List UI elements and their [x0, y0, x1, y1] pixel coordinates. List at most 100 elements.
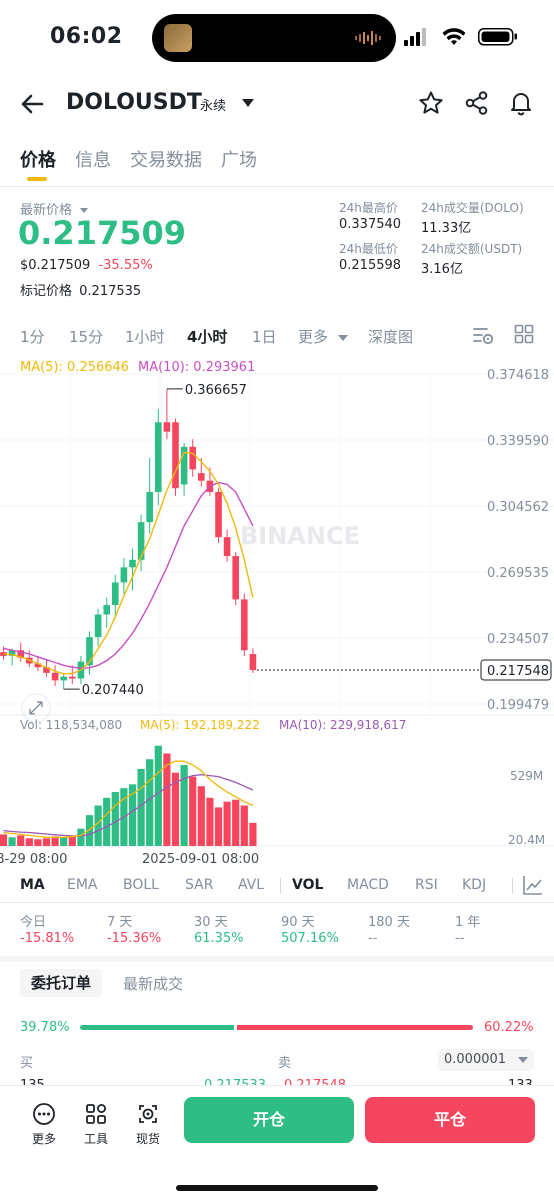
tab-active-indicator: [27, 177, 47, 181]
grid-layout-icon[interactable]: [514, 324, 534, 344]
tf-more[interactable]: 更多: [298, 326, 349, 347]
ind-ema[interactable]: EMA: [67, 877, 98, 893]
indicator-separator: [512, 878, 513, 894]
chart-settings-icon[interactable]: [472, 324, 494, 346]
divider: [0, 902, 554, 903]
back-arrow-icon[interactable]: [18, 90, 46, 118]
volume-bar: [0, 834, 8, 846]
price-tick: 0.304562: [487, 500, 549, 515]
status-time: 06:02: [50, 24, 123, 49]
usd-price-row: $0.217509 -35.55%: [20, 258, 153, 273]
indicator-separator: [280, 878, 281, 894]
candle-body: [180, 446, 188, 485]
more-button[interactable]: 更多: [24, 1102, 64, 1147]
star-icon[interactable]: [418, 90, 444, 116]
perf-90d-label: 90 天: [281, 915, 315, 930]
last-price-label[interactable]: 最新价格: [20, 199, 89, 218]
volume-bar: [180, 765, 188, 846]
spot-button[interactable]: 现货: [128, 1102, 168, 1147]
volume-ma10-line: [3, 774, 254, 837]
candle-body: [137, 522, 145, 560]
ind-ma[interactable]: MA: [20, 877, 45, 893]
candle-body: [69, 676, 76, 679]
tf-1m[interactable]: 1分: [20, 328, 45, 346]
volume-bar: [197, 786, 205, 846]
ma10-legend: MA(10): 0.293961: [138, 360, 255, 375]
volume-bar: [163, 753, 171, 846]
ind-sar[interactable]: SAR: [185, 877, 214, 893]
precision-select[interactable]: 0.000001: [438, 1049, 534, 1071]
ind-vol[interactable]: VOL: [292, 877, 324, 893]
buy-ratio-percent: 39.78%: [20, 1020, 70, 1035]
contract-type-label: 永续: [200, 99, 227, 114]
ind-rsi[interactable]: RSI: [415, 877, 438, 893]
volume-bar: [94, 805, 102, 846]
ind-kdj[interactable]: KDJ: [462, 877, 487, 893]
perf-7d-label: 7 天: [107, 915, 133, 930]
status-icons: [404, 28, 517, 46]
tab-trading-data[interactable]: 交易数据: [130, 150, 202, 171]
tab-info[interactable]: 信息: [75, 150, 111, 171]
candle-body: [215, 491, 222, 538]
vol-dolo: 11.33亿: [421, 221, 472, 236]
indicator-chart-icon[interactable]: [522, 874, 544, 896]
media-thumbnail: [164, 24, 192, 52]
volume-bar: [68, 835, 76, 846]
candlestick-chart[interactable]: BINANCE MA(5): 0.256646 MA(10): 0.293961…: [0, 352, 554, 872]
home-indicator: [176, 1185, 378, 1191]
candle-body: [155, 422, 162, 492]
tf-15m[interactable]: 15分: [69, 328, 104, 346]
volume-bar: [223, 801, 231, 846]
tab-price[interactable]: 价格: [20, 150, 56, 171]
ind-avl[interactable]: AVL: [238, 877, 265, 893]
tf-depth[interactable]: 深度图: [368, 328, 414, 346]
vol-ma5-legend: MA(5): 192,189,222: [140, 718, 260, 732]
price-tick: 0.234507: [487, 632, 549, 647]
volume-bar: [60, 837, 68, 846]
tools-button[interactable]: 工具: [76, 1102, 116, 1147]
audio-wave-icon: [355, 31, 381, 45]
current-price-box: [480, 659, 552, 681]
tab-latest-trades[interactable]: 最新成交: [123, 975, 184, 993]
volume-bar: [103, 797, 111, 846]
volume-bar: [111, 792, 119, 846]
sell-column-label: 卖: [278, 1056, 292, 1071]
tf-more-label: 更多: [298, 328, 329, 346]
last-price-label-text: 最新价格: [20, 203, 73, 218]
volume-bar: [249, 822, 257, 846]
bell-icon[interactable]: [508, 90, 534, 116]
sell-ratio-percent: 60.22%: [484, 1020, 534, 1035]
tab-order-book[interactable]: 委托订单: [20, 969, 102, 997]
symbol-title[interactable]: DOLOUSDT: [66, 90, 202, 115]
tools-icon: [86, 1104, 106, 1124]
tab-square[interactable]: 广场: [221, 150, 257, 171]
candle-body: [172, 422, 179, 489]
volume-tick: 20.4M: [508, 833, 545, 847]
price-tick: 0.339590: [487, 434, 549, 449]
candles: [0, 388, 257, 690]
battery-icon: [478, 28, 517, 46]
share-icon[interactable]: [464, 90, 490, 116]
volume-bar: [51, 836, 59, 846]
ind-macd[interactable]: MACD: [347, 877, 389, 893]
ind-boll[interactable]: BOLL: [123, 877, 159, 893]
close-position-button[interactable]: 平仓: [365, 1097, 535, 1143]
time-label-1: 08-29 08:00: [0, 852, 67, 867]
open-position-button[interactable]: 开仓: [184, 1097, 354, 1143]
tf-4h[interactable]: 4小时: [187, 328, 228, 346]
perf-30d-label: 30 天: [194, 915, 228, 930]
sell-ratio-bar: [237, 1025, 473, 1030]
caret-down-icon[interactable]: [240, 96, 256, 110]
dynamic-island: [152, 14, 396, 62]
chart-watermark: BINANCE: [240, 522, 360, 550]
candle-body: [8, 650, 16, 656]
time-axis: 08-29 08:00 2025-09-01 08:00: [0, 852, 259, 867]
candle-body: [34, 663, 42, 668]
perf-180d: --: [368, 931, 378, 946]
perf-90d: 507.16%: [281, 931, 339, 946]
tf-1h[interactable]: 1小时: [125, 328, 165, 346]
candle-body: [94, 614, 102, 638]
caret-down-icon: [80, 208, 89, 213]
tf-1d[interactable]: 1日: [252, 328, 277, 346]
volume-bar: [25, 838, 33, 846]
